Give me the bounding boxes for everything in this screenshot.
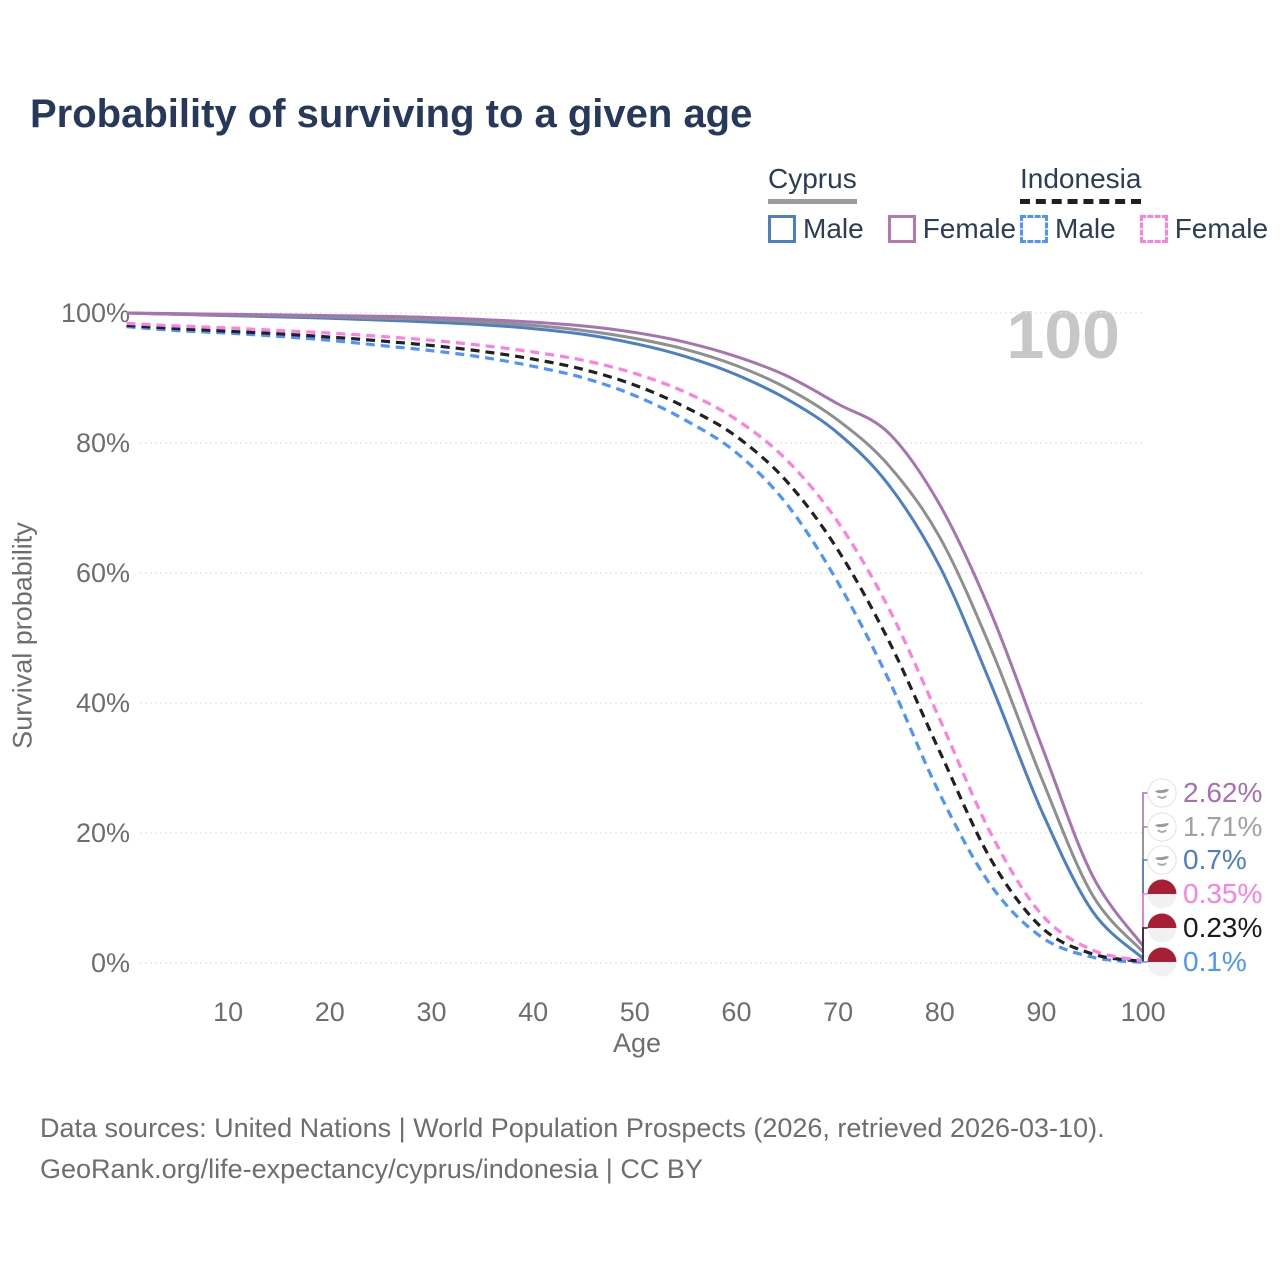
footer-line2: GeoRank.org/life-expectancy/cyprus/indon… (40, 1153, 703, 1184)
end-label-indonesia-male: 0.1% (1147, 945, 1247, 979)
x-tick-label: 10 (213, 997, 243, 1027)
x-tick-label: 80 (925, 997, 955, 1027)
indonesia-flag-icon (1147, 913, 1177, 943)
cyprus-male-swatch (768, 215, 796, 243)
y-tick-label: 80% (76, 428, 130, 458)
series-line-cyprus-female[interactable] (126, 311, 1145, 947)
x-tick-label: 30 (416, 997, 446, 1027)
cyprus-female-swatch (887, 215, 916, 243)
end-value: 0.7% (1183, 844, 1247, 875)
end-value: 0.1% (1183, 946, 1247, 977)
x-tick-label: 100 (1121, 997, 1166, 1027)
end-value: 0.35% (1183, 878, 1263, 909)
legend-label: Female (922, 213, 1017, 244)
legend-item-cyprus-female[interactable]: Female (887, 213, 1017, 245)
end-label-cyprus-male: 0.7% (1147, 843, 1247, 877)
x-tick-label: 60 (721, 997, 751, 1027)
legend-item-cyprus-male[interactable]: Male (768, 213, 864, 245)
legend-header-indonesia[interactable]: Indonesia (1020, 163, 1142, 204)
y-tick-label: 0% (91, 948, 130, 978)
x-tick-label: 40 (518, 997, 548, 1027)
x-axis-title: Age (612, 1028, 662, 1058)
cyprus-flag-icon (1147, 812, 1177, 842)
x-tick-label: 70 (823, 997, 853, 1027)
legend-item-indonesia-male[interactable]: Male (1020, 213, 1116, 245)
legend-label: Male (803, 213, 864, 244)
legend-group-cyprus: Cyprus Male Female (768, 163, 1040, 245)
legend-label: Male (1055, 213, 1116, 244)
indonesia-female-swatch (1139, 215, 1168, 243)
x-tick-label: 90 (1026, 997, 1056, 1027)
end-label-cyprus-total: 1.71% (1147, 810, 1262, 844)
indonesia-male-swatch (1020, 215, 1048, 243)
page-title: Probability of surviving to a given age (30, 92, 753, 136)
hover-age-watermark: 100 (1006, 297, 1120, 373)
indonesia-flag-icon (1147, 879, 1177, 909)
y-tick-label: 60% (76, 558, 130, 588)
indonesia-flag-icon (1147, 947, 1177, 977)
x-tick-label: 50 (620, 997, 650, 1027)
end-value: 0.23% (1183, 912, 1263, 943)
end-value: 1.71% (1183, 811, 1263, 842)
x-tick-label: 20 (315, 997, 345, 1027)
end-label-indonesia-female: 0.35% (1147, 877, 1262, 911)
legend-header-cyprus[interactable]: Cyprus (768, 163, 857, 204)
end-label-cyprus-female: 2.62% (1147, 776, 1262, 810)
legend-item-indonesia-female[interactable]: Female (1139, 213, 1269, 245)
cyprus-flag-icon (1147, 845, 1177, 875)
series-line-cyprus-both-sexes-[interactable] (126, 311, 1145, 953)
y-tick-label: 40% (76, 688, 130, 718)
y-tick-label: 20% (76, 818, 130, 848)
footer-line1: Data sources: United Nations | World Pop… (40, 1113, 1105, 1143)
legend-label: Female (1174, 213, 1269, 244)
legend-group-indonesia: Indonesia Male Female (1020, 163, 1280, 245)
end-value: 2.62% (1183, 777, 1263, 808)
data-source-footer: Data sources: United Nations | World Pop… (40, 1108, 1105, 1189)
series-line-indonesia-male[interactable] (126, 325, 1144, 964)
y-axis-title: Survival probability (7, 522, 38, 749)
y-tick-label: 100% (61, 298, 130, 328)
cyprus-flag-icon (1147, 778, 1177, 808)
series-line-indonesia-both-sexes-[interactable] (126, 323, 1144, 964)
end-label-indonesia-total: 0.23% (1147, 911, 1262, 945)
series-line-indonesia-female[interactable] (126, 321, 1144, 963)
